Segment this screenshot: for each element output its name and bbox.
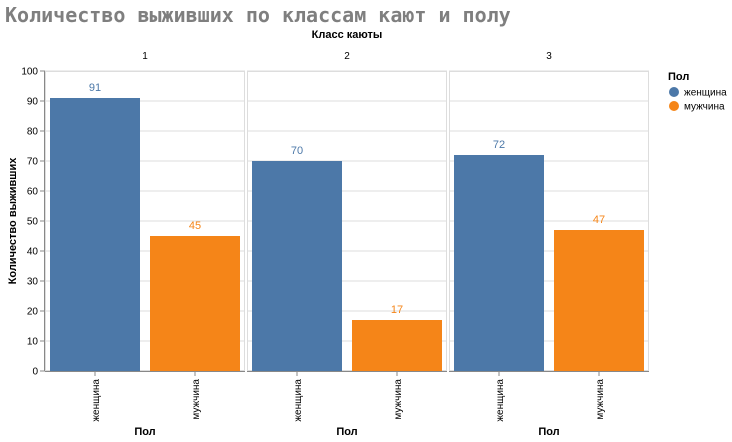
x-tick-label: женщина: [293, 379, 304, 422]
y-tick-label: 30: [27, 277, 39, 288]
x-tick-label: мужчина: [191, 379, 202, 420]
data-label: 70: [291, 145, 303, 157]
facet-frame: [449, 71, 649, 371]
bar: [252, 161, 342, 371]
y-tick-label: 60: [27, 187, 39, 198]
bar: [150, 236, 240, 371]
data-label: 17: [391, 304, 403, 316]
facet-label: 1: [142, 51, 148, 62]
x-axis-title: Пол: [134, 426, 155, 438]
legend-title: Пол: [668, 71, 689, 83]
data-label: 45: [189, 220, 201, 232]
y-tick-label: 10: [27, 337, 39, 348]
x-axis-title: Пол: [538, 426, 559, 438]
y-tick-label: 100: [21, 67, 38, 78]
legend-swatch: [669, 87, 679, 97]
x-tick-label: женщина: [495, 379, 506, 422]
y-tick-label: 90: [27, 97, 39, 108]
bar: [352, 320, 442, 371]
bar: [554, 230, 644, 371]
facet-header-title: Класс каюты: [312, 29, 383, 41]
facet-frame: [45, 71, 245, 371]
data-label: 72: [493, 139, 505, 151]
y-tick-label: 50: [27, 217, 39, 228]
facet-label: 3: [546, 51, 552, 62]
y-tick-label: 70: [27, 157, 39, 168]
legend-label: женщина: [684, 88, 727, 99]
x-tick-label: мужчина: [393, 379, 404, 420]
legend: женщина мужчина: [669, 87, 727, 113]
y-tick-label: 40: [27, 247, 39, 258]
legend-swatch: [669, 101, 679, 111]
x-axis-title: Пол: [336, 426, 357, 438]
data-label: 91: [89, 82, 101, 94]
x-tick-label: женщина: [91, 379, 102, 422]
y-tick-label: 0: [32, 367, 38, 378]
legend-label: мужчина: [684, 102, 725, 113]
x-tick-label: мужчина: [595, 379, 606, 420]
y-tick-label: 80: [27, 127, 39, 138]
data-label: 47: [593, 214, 605, 226]
bar-layer: 91 45 70 17 72 47: [50, 82, 644, 371]
bar: [50, 98, 140, 371]
bar: [454, 155, 544, 371]
chart-title: Количество выживших по классам кают и по…: [5, 3, 511, 27]
facet-frame: [247, 71, 447, 371]
y-axis-title: Количество выживших: [7, 157, 19, 285]
axis-layer: 1 женщина мужчина Пол 2 женщина мужчина Пол 3 жен…: [21, 51, 649, 438]
facet-label: 2: [344, 51, 350, 62]
y-tick-label: 20: [27, 307, 39, 318]
